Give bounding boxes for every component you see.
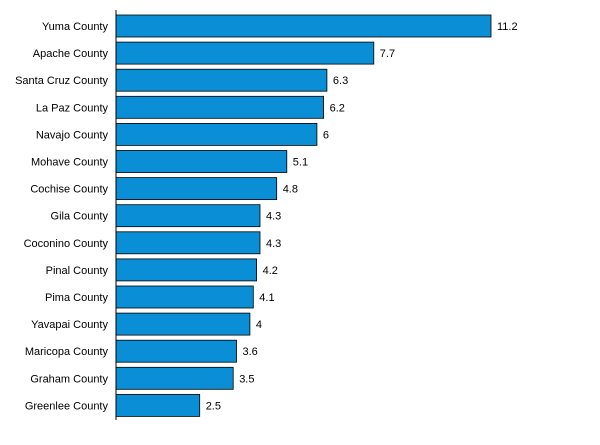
bar-greenlee-county bbox=[115, 393, 201, 417]
value-label-coconino-county: 4.3 bbox=[266, 238, 281, 250]
category-label-graham-county: Graham County bbox=[30, 373, 108, 385]
category-label-pinal-county: Pinal County bbox=[46, 265, 109, 277]
bar-coconino-county bbox=[115, 231, 261, 255]
bar-maricopa-county bbox=[115, 339, 237, 363]
category-label-greenlee-county: Greenlee County bbox=[25, 400, 109, 412]
bar-yuma-county bbox=[115, 14, 492, 38]
category-label-gila-county: Gila County bbox=[51, 211, 109, 223]
bar-santa-cruz-county bbox=[115, 68, 328, 92]
category-label-pima-county: Pima County bbox=[45, 292, 108, 304]
bar-graham-county bbox=[115, 366, 234, 390]
category-label-santa-cruz-county: Santa Cruz County bbox=[15, 75, 108, 87]
category-label-mohave-county: Mohave County bbox=[31, 157, 109, 169]
value-label-gila-county: 4.3 bbox=[266, 211, 281, 223]
bar-cochise-county bbox=[115, 177, 278, 201]
value-label-maricopa-county: 3.6 bbox=[243, 346, 258, 358]
value-label-santa-cruz-county: 6.3 bbox=[333, 75, 348, 87]
category-label-yuma-county: Yuma County bbox=[42, 21, 109, 33]
bar-mohave-county bbox=[115, 150, 288, 173]
bar-gila-county bbox=[115, 204, 261, 228]
bar-yavapai-county bbox=[115, 312, 251, 336]
value-label-apache-county: 7.7 bbox=[380, 48, 395, 60]
value-label-la-paz-county: 6.2 bbox=[330, 102, 345, 114]
value-label-yavapai-county: 4 bbox=[256, 319, 262, 331]
value-label-mohave-county: 5.1 bbox=[293, 157, 308, 169]
bar-pima-county bbox=[115, 285, 254, 309]
bar-la-paz-county bbox=[115, 95, 325, 119]
category-label-coconino-county: Coconino County bbox=[24, 238, 109, 250]
category-label-yavapai-county: Yavapai County bbox=[31, 319, 108, 331]
value-label-pinal-county: 4.2 bbox=[263, 265, 278, 277]
category-label-maricopa-county: Maricopa County bbox=[25, 346, 109, 358]
value-label-pima-county: 4.1 bbox=[259, 292, 274, 304]
category-labels-group: Yuma County Apache County Santa Cruz Count… bbox=[15, 21, 108, 412]
value-label-greenlee-county: 2.5 bbox=[206, 400, 221, 412]
bar-navajo-county bbox=[115, 123, 318, 146]
bar-pinal-county bbox=[115, 258, 258, 282]
value-label-navajo-county: 6 bbox=[323, 129, 329, 141]
category-label-apache-county: Apache County bbox=[33, 48, 109, 60]
category-label-navajo-county: Navajo County bbox=[36, 129, 109, 141]
value-label-graham-county: 3.5 bbox=[239, 373, 254, 385]
value-labels-group: 11.2 7.7 6.3 6.2 6 5.1 4.8 4.3 4.3 4.2 4.1 4 3.6 3.5 2… bbox=[206, 21, 518, 412]
category-label-la-paz-county: La Paz County bbox=[36, 102, 109, 114]
value-label-yuma-county: 11.2 bbox=[497, 21, 518, 33]
value-label-cochise-county: 4.8 bbox=[283, 184, 298, 196]
bar-apache-county bbox=[115, 41, 375, 65]
category-label-cochise-county: Cochise County bbox=[30, 184, 108, 196]
bars-group bbox=[115, 14, 492, 417]
